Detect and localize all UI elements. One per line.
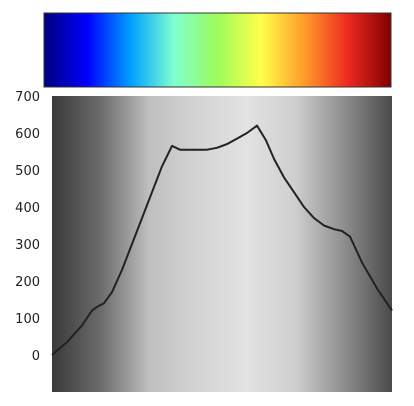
colorbar: [43, 12, 392, 88]
y-tick-label: 500: [15, 164, 40, 179]
y-tick-label: 300: [15, 238, 40, 253]
y-tick-label: 400: [15, 201, 40, 216]
y-tick-label: 700: [15, 90, 40, 105]
colorbar-gradient: [43, 12, 392, 88]
plot-background: [52, 96, 392, 392]
y-tick-label: 200: [15, 275, 40, 290]
series-line: [51, 124, 393, 356]
y-axis-ticks: 0 100 200 300 400 500 600 700: [15, 90, 40, 364]
y-tick-label: 0: [32, 349, 40, 364]
y-tick-label: 100: [15, 312, 40, 327]
y-tick-label: 600: [15, 127, 40, 142]
